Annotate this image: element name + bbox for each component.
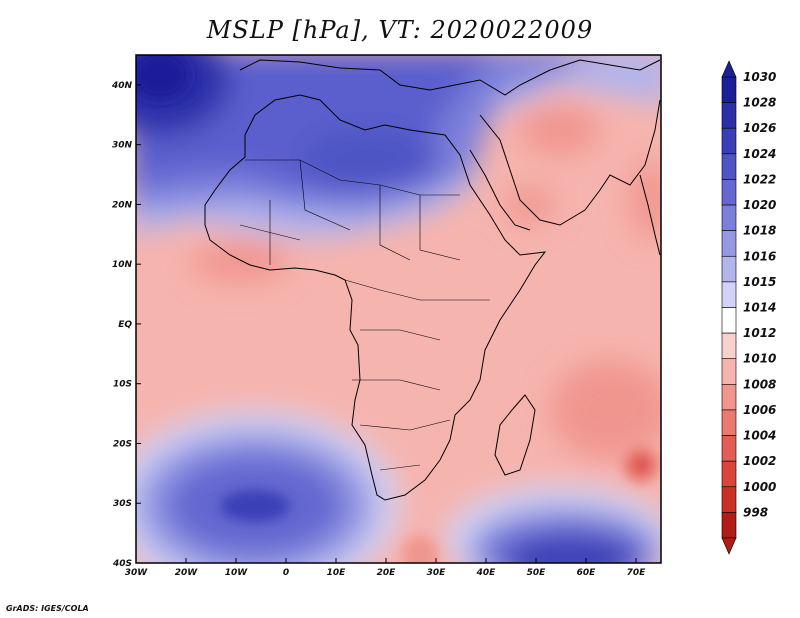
map-frame (135, 54, 662, 564)
lon-label: 30W (125, 568, 149, 578)
madagascar-coastline (494, 394, 536, 476)
colorbar-label: 1008 (743, 377, 776, 391)
lat-label: 20N (112, 200, 133, 210)
colorbar-bottom-arrow (721, 537, 737, 555)
lon-label: 40E (476, 568, 497, 578)
red-sea-coastline (469, 149, 531, 231)
longitude-axis: 30W 20W 10W 0 10E 20E 30E 40E 50E 60E 70E (125, 558, 646, 578)
country-borders (239, 159, 490, 471)
colorbar-swatch (721, 102, 737, 129)
colorbar-swatch (721, 384, 737, 411)
coastlines (204, 59, 661, 501)
lon-label: 10E (327, 568, 347, 578)
lat-label: 10N (112, 260, 133, 270)
colorbar-label: 1016 (743, 249, 776, 263)
lat-label: 40S (112, 559, 132, 569)
colorbar-label: 1004 (743, 429, 776, 443)
colorbar-swatch (721, 358, 737, 385)
colorbar-swatch (721, 512, 737, 539)
lon-label: 70E (627, 568, 647, 578)
colorbar-swatch (721, 409, 737, 436)
lon-label: 50E (527, 568, 547, 578)
lat-label: 30S (113, 499, 132, 509)
colorbar-swatch (721, 307, 737, 334)
colorbar-swatch (721, 435, 737, 462)
colorbar-swatch (721, 460, 737, 488)
colorbar-label: 1028 (743, 96, 776, 110)
colorbar-label: 1020 (743, 198, 776, 212)
lon-label: 20E (377, 568, 397, 578)
lon-label: 60E (577, 568, 597, 578)
arabia-coastline (479, 99, 661, 226)
colorbar-swatch (721, 204, 737, 231)
colorbar-label: 1024 (743, 147, 776, 161)
colorbar-label: 1030 (743, 70, 776, 84)
credit-text: GrADS: IGES/COLA (6, 604, 89, 613)
colorbar-label: 1010 (743, 352, 776, 366)
colorbar-label: 1012 (743, 326, 776, 340)
colorbar-label: 1000 (743, 480, 776, 494)
colorbar-label: 998 (743, 505, 768, 519)
latitude-axis: 40N 30N 20N 10N EQ 10S 20S 30S 40S (111, 81, 141, 569)
lon-label: 10W (225, 568, 249, 578)
chart-title: MSLP [hPa], VT: 2020022009 (206, 16, 594, 44)
colorbar: 1030 1028 1026 1024 1022 1020 1018 1016 1015 1014… (721, 60, 776, 555)
europe-coastline (239, 59, 661, 96)
colorbar-swatch (721, 153, 737, 180)
colorbar-swatch (721, 255, 737, 283)
india-coastline (639, 174, 661, 256)
colorbar-swatch (721, 127, 737, 155)
lat-label: 10S (113, 380, 132, 390)
colorbar-swatch (721, 230, 737, 257)
lon-label: 0 (283, 568, 289, 578)
lon-label: 20W (175, 568, 199, 578)
lat-label: 30N (112, 141, 133, 151)
colorbar-top-arrow (721, 60, 737, 78)
lat-label: 40N (111, 81, 133, 91)
colorbar-label: 1014 (743, 301, 776, 315)
lat-label: EQ (118, 320, 132, 330)
colorbar-swatch (721, 281, 737, 308)
colorbar-label: 1015 (743, 275, 776, 289)
lon-label: 30E (427, 568, 447, 578)
lat-label: 20S (113, 439, 132, 449)
colorbar-swatch (721, 76, 737, 103)
colorbar-swatch (721, 179, 737, 206)
colorbar-label: 1002 (743, 454, 776, 468)
colorbar-label: 1006 (743, 403, 776, 417)
colorbar-swatch (721, 486, 737, 513)
colorbar-label: 1018 (743, 224, 776, 238)
colorbar-swatch (721, 332, 737, 360)
pressure-field (136, 55, 661, 563)
africa-coastline (204, 94, 547, 501)
colorbar-label: 1022 (743, 172, 776, 186)
colorbar-label: 1026 (743, 121, 776, 135)
